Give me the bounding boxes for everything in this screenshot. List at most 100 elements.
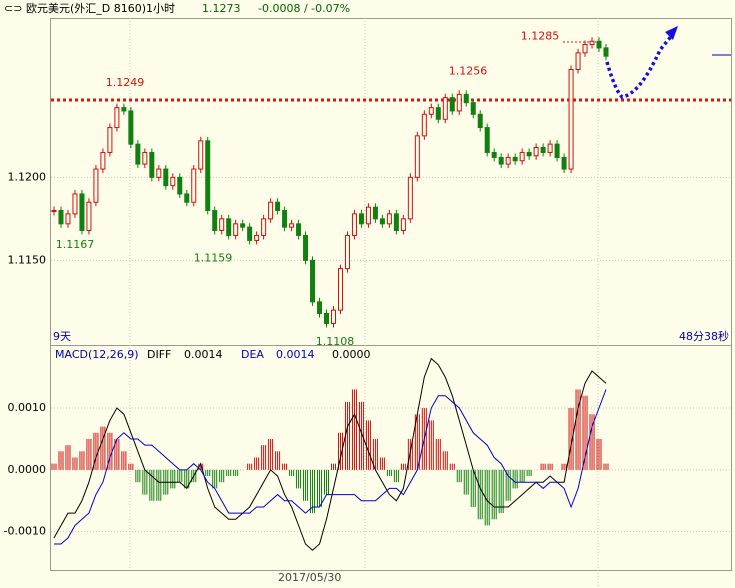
candle — [198, 140, 204, 170]
candle — [114, 107, 120, 129]
candle — [365, 206, 371, 225]
candle — [589, 40, 595, 46]
candle — [428, 107, 434, 115]
candle — [317, 301, 323, 314]
candle — [275, 201, 281, 212]
price-annotation: 1.1249 — [106, 76, 145, 89]
y-tick-label: -0.0010 — [4, 525, 46, 538]
candle — [205, 140, 211, 212]
candle — [568, 68, 574, 170]
candle — [170, 176, 176, 187]
candle — [135, 143, 141, 165]
candle — [484, 127, 490, 153]
candle — [477, 113, 483, 129]
candle — [303, 234, 309, 261]
candle — [498, 156, 504, 165]
candle — [456, 93, 462, 112]
candle — [379, 218, 385, 225]
candle — [505, 156, 511, 165]
price-pane — [50, 18, 732, 346]
macd-line — [53, 357, 607, 551]
candle — [463, 93, 469, 104]
candle — [142, 151, 148, 165]
candle — [86, 201, 92, 231]
candle — [233, 223, 239, 236]
candle — [519, 151, 525, 162]
candle — [582, 44, 588, 54]
diff-value: 0.0014 — [184, 348, 223, 361]
candle — [491, 151, 497, 158]
candle — [282, 210, 288, 228]
candle — [435, 107, 441, 120]
candle — [421, 113, 427, 137]
candle — [512, 156, 518, 162]
y-tick-label: 1.1200 — [8, 170, 47, 183]
candle — [358, 213, 364, 225]
candle — [330, 309, 336, 324]
candle — [296, 223, 302, 236]
candle — [596, 40, 602, 49]
candle — [414, 135, 420, 178]
candle — [191, 168, 197, 203]
candle — [93, 168, 99, 203]
candle — [65, 213, 71, 225]
candle — [79, 193, 85, 231]
candle — [561, 156, 567, 170]
candle — [393, 213, 399, 231]
candle — [407, 176, 413, 220]
candle — [324, 312, 330, 324]
candle — [386, 213, 392, 225]
candle — [247, 226, 253, 241]
candle — [554, 143, 560, 158]
y-tick-label: 0.0000 — [8, 463, 47, 476]
candle — [470, 102, 476, 115]
dea-value: 0.0014 — [276, 348, 315, 361]
price-annotation: 1.1285 — [521, 29, 560, 42]
price-annotation: 1.1256 — [449, 64, 488, 77]
candle — [533, 146, 539, 157]
candle — [603, 47, 609, 57]
top-bar — [0, 0, 735, 18]
candle — [58, 210, 64, 225]
candle — [72, 193, 78, 215]
candle — [449, 97, 455, 112]
period-label: 9天 — [53, 330, 71, 343]
candle — [337, 268, 343, 311]
y-tick-label: 1.1150 — [8, 253, 47, 266]
candle — [372, 206, 378, 220]
y-tick-label: 0.0010 — [8, 401, 47, 414]
symbol-icon: ⊂⊃ — [4, 2, 22, 15]
candle — [212, 210, 218, 231]
x-axis-label: 2017/05/30 — [278, 571, 341, 584]
candle — [547, 143, 553, 153]
candle — [344, 234, 350, 270]
candle — [289, 223, 295, 228]
candle — [128, 110, 134, 145]
candle — [240, 223, 246, 228]
diff-label: DIFF — [147, 348, 171, 361]
price-change: -0.0008 / -0.07% — [258, 2, 350, 15]
candle — [261, 218, 267, 236]
candle — [177, 176, 183, 195]
candle — [107, 127, 113, 153]
candle — [540, 146, 546, 153]
macd-line — [54, 389, 607, 545]
candle — [121, 107, 127, 112]
macd-pane — [50, 345, 732, 571]
candle — [51, 210, 57, 213]
candle — [575, 52, 581, 70]
candle — [163, 168, 169, 187]
macd-title: MACD(12,26,9) — [55, 348, 139, 361]
macd-value: 0.0000 — [332, 348, 371, 361]
last-price: 1.1273 — [202, 2, 241, 15]
candle — [351, 213, 357, 236]
candle — [219, 218, 225, 231]
candle — [184, 193, 190, 203]
countdown-label: 48分38秒 — [679, 329, 729, 343]
dea-label: DEA — [241, 348, 264, 361]
candle — [226, 218, 232, 236]
candle — [149, 151, 155, 178]
price-annotation: 1.1167 — [56, 238, 95, 251]
